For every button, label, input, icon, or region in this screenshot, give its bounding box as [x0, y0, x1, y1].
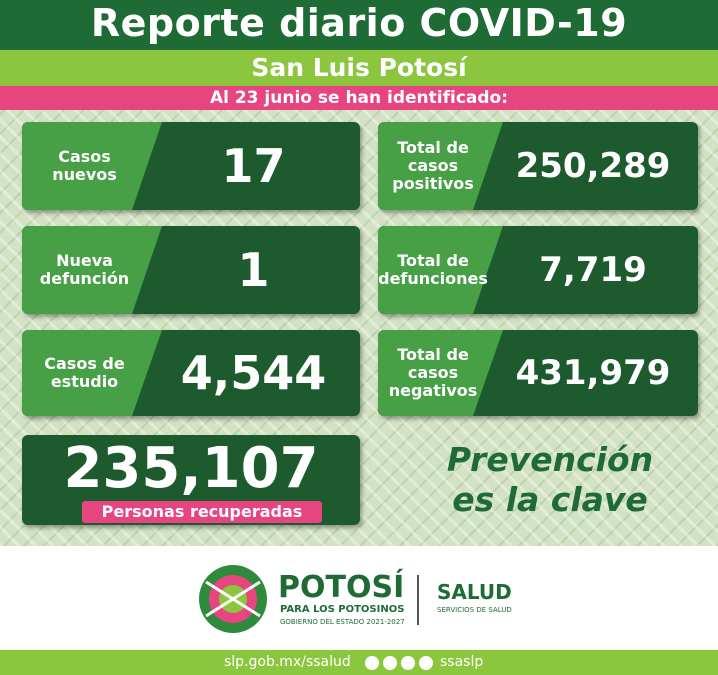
card-label-line: casos: [407, 156, 459, 175]
card-label-line: nuevos: [52, 165, 117, 184]
title: Reporte diario COVID-19: [90, 1, 628, 45]
logo-name: POTOSÍ: [278, 570, 405, 605]
card-label-line: negativos: [388, 381, 478, 400]
agency-sub: SERVICIOS DE SALUD: [437, 606, 512, 614]
stat-card: Total de casos negativos 431,979: [378, 330, 698, 416]
social-icons: [365, 656, 433, 670]
footer-url[interactable]: slp.gob.mx/ssalud: [224, 654, 351, 670]
recovered-value: 235,107: [63, 436, 319, 501]
stat-card: Total de casos positivos 250,289: [378, 122, 698, 210]
card-accent-shape: [378, 226, 503, 314]
slogan-line: es la clave: [452, 480, 648, 519]
card-accent: [378, 226, 503, 314]
card-accent: [378, 330, 503, 416]
card-accent: [22, 226, 162, 314]
card-accent: [378, 122, 503, 210]
recovered-label: Personas recuperadas: [82, 501, 322, 523]
card-label-line: Nueva: [56, 251, 113, 270]
card-label-line: defunciones: [378, 269, 488, 288]
logo-divider: [417, 575, 419, 625]
card-accent: [22, 122, 162, 210]
card-label: Casos de estudio: [22, 355, 147, 391]
stat-card: Casos nuevos 17: [22, 122, 360, 210]
stat-card: Nueva defunción 1: [22, 226, 360, 314]
subtitle: San Luis Potosí: [0, 50, 718, 86]
card-value: 431,979: [515, 353, 671, 393]
stat-card: Casos de estudio 4,544: [22, 330, 360, 416]
footer-handle[interactable]: ssaslp: [440, 654, 484, 670]
recovered-card: 235,107 Personas recuperadas: [22, 435, 360, 525]
slogan-line: Prevención: [446, 440, 654, 479]
card-accent-shape: [22, 330, 162, 416]
card-label: Nueva defunción: [22, 252, 147, 288]
slogan: Prevención es la clave: [400, 440, 700, 520]
footer-band: slp.gob.mx/ssalud ssaslp: [0, 650, 718, 675]
stat-card: Total de defunciones 7,719: [378, 226, 698, 314]
card-label-line: Total de: [397, 138, 469, 157]
logo-government: GOBIERNO DEL ESTADO 2021-2027: [280, 618, 405, 626]
card-label-line: positivos: [392, 174, 474, 193]
card-accent: [22, 330, 162, 416]
card-label-line: estudio: [50, 372, 119, 391]
card-label: Total de casos positivos: [378, 139, 488, 193]
agency-name: SALUD: [437, 580, 512, 604]
card-value: 4,544: [180, 346, 327, 400]
card-label-line: Total de: [397, 345, 469, 364]
card-value: 7,719: [539, 250, 647, 290]
card-label: Total de defunciones: [378, 252, 488, 288]
date-line: Al 23 junio se han identificado:: [0, 86, 718, 110]
logo-tagline: PARA LOS POTOSINOS: [280, 604, 405, 615]
card-value: 1: [237, 243, 270, 297]
card-label: Casos nuevos: [22, 148, 147, 184]
card-label-line: defunción: [39, 269, 130, 288]
card-label: Total de casos negativos: [378, 346, 488, 400]
card-value: 17: [221, 139, 286, 193]
card-accent-shape: [378, 122, 503, 210]
card-label-line: Casos de: [44, 354, 125, 373]
card-accent-shape: [22, 226, 162, 314]
logo-emblem: [199, 565, 267, 633]
card-accent-shape: [378, 330, 503, 416]
card-value: 250,289: [515, 146, 671, 186]
card-accent-shape: [22, 122, 162, 210]
card-label-line: Casos: [58, 147, 111, 166]
card-label-line: Total de: [397, 251, 469, 270]
title-band: [0, 0, 718, 50]
card-label-line: casos: [407, 363, 459, 382]
